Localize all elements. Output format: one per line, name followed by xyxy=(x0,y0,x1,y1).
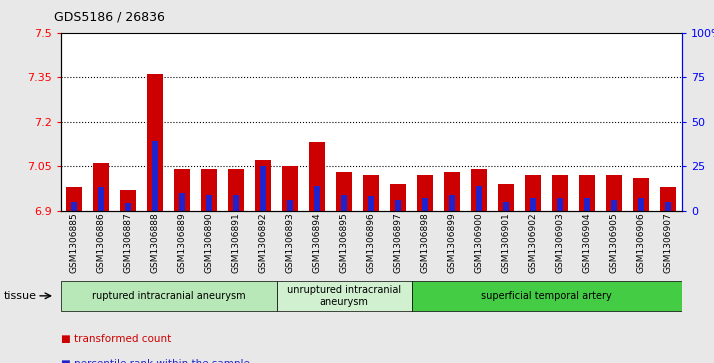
Text: GSM1306890: GSM1306890 xyxy=(205,212,213,273)
Text: GSM1306894: GSM1306894 xyxy=(313,212,322,273)
Bar xyxy=(471,169,488,211)
Text: GDS5186 / 26836: GDS5186 / 26836 xyxy=(54,11,164,24)
Bar xyxy=(422,198,428,211)
Text: GSM1306904: GSM1306904 xyxy=(583,212,592,273)
Text: GSM1306887: GSM1306887 xyxy=(124,212,133,273)
Bar xyxy=(498,184,514,211)
Bar xyxy=(526,175,541,211)
Bar xyxy=(341,195,347,211)
Bar xyxy=(314,185,321,211)
Text: superficial temporal artery: superficial temporal artery xyxy=(481,291,612,301)
Bar xyxy=(61,281,277,311)
Bar xyxy=(363,175,379,211)
Text: GSM1306907: GSM1306907 xyxy=(664,212,673,273)
Bar xyxy=(444,172,461,211)
Text: GSM1306897: GSM1306897 xyxy=(394,212,403,273)
Text: GSM1306892: GSM1306892 xyxy=(258,212,268,273)
Text: GSM1306889: GSM1306889 xyxy=(178,212,187,273)
Bar xyxy=(66,187,82,211)
Text: GSM1306888: GSM1306888 xyxy=(151,212,160,273)
Bar xyxy=(412,281,682,311)
Text: GSM1306900: GSM1306900 xyxy=(475,212,484,273)
Text: GSM1306899: GSM1306899 xyxy=(448,212,457,273)
Bar xyxy=(368,196,374,211)
Bar xyxy=(531,198,536,211)
Bar xyxy=(228,169,244,211)
Bar xyxy=(336,172,353,211)
Bar xyxy=(611,200,618,211)
Bar xyxy=(206,195,212,211)
Bar xyxy=(179,193,186,211)
Bar xyxy=(174,169,191,211)
Bar xyxy=(638,198,645,211)
Text: GSM1306891: GSM1306891 xyxy=(232,212,241,273)
Bar xyxy=(417,175,433,211)
Bar xyxy=(233,195,239,211)
Bar xyxy=(255,160,271,211)
Bar xyxy=(93,163,109,211)
Text: GSM1306895: GSM1306895 xyxy=(340,212,348,273)
Bar xyxy=(552,175,568,211)
Text: GSM1306902: GSM1306902 xyxy=(529,212,538,273)
Bar xyxy=(120,190,136,211)
Bar xyxy=(557,198,563,211)
Text: GSM1306896: GSM1306896 xyxy=(367,212,376,273)
Text: GSM1306885: GSM1306885 xyxy=(70,212,79,273)
Bar xyxy=(606,175,623,211)
Bar xyxy=(579,175,595,211)
Text: GSM1306901: GSM1306901 xyxy=(502,212,511,273)
Bar xyxy=(125,203,131,211)
Bar xyxy=(260,166,266,211)
Text: GSM1306905: GSM1306905 xyxy=(610,212,619,273)
Bar xyxy=(282,166,298,211)
Bar xyxy=(287,200,293,211)
Text: tissue: tissue xyxy=(4,291,36,301)
Text: unruptured intracranial
aneurysm: unruptured intracranial aneurysm xyxy=(287,285,401,307)
Bar xyxy=(309,142,326,211)
Text: GSM1306886: GSM1306886 xyxy=(96,212,106,273)
Text: GSM1306906: GSM1306906 xyxy=(637,212,646,273)
Bar xyxy=(584,198,590,211)
Bar xyxy=(277,281,412,311)
Bar xyxy=(660,187,676,211)
Bar xyxy=(152,141,159,211)
Bar xyxy=(476,185,483,211)
Bar xyxy=(71,201,77,211)
Bar xyxy=(201,169,217,211)
Bar xyxy=(147,74,164,211)
Text: ■ percentile rank within the sample: ■ percentile rank within the sample xyxy=(61,359,250,363)
Bar xyxy=(449,195,456,211)
Bar xyxy=(396,200,401,211)
Bar xyxy=(98,187,104,211)
Bar xyxy=(390,184,406,211)
Bar xyxy=(665,201,671,211)
Text: ■ transformed count: ■ transformed count xyxy=(61,334,171,344)
Text: GSM1306903: GSM1306903 xyxy=(555,212,565,273)
Text: GSM1306898: GSM1306898 xyxy=(421,212,430,273)
Bar xyxy=(503,201,509,211)
Bar xyxy=(633,178,650,211)
Text: ruptured intracranial aneurysm: ruptured intracranial aneurysm xyxy=(92,291,246,301)
Text: GSM1306893: GSM1306893 xyxy=(286,212,295,273)
